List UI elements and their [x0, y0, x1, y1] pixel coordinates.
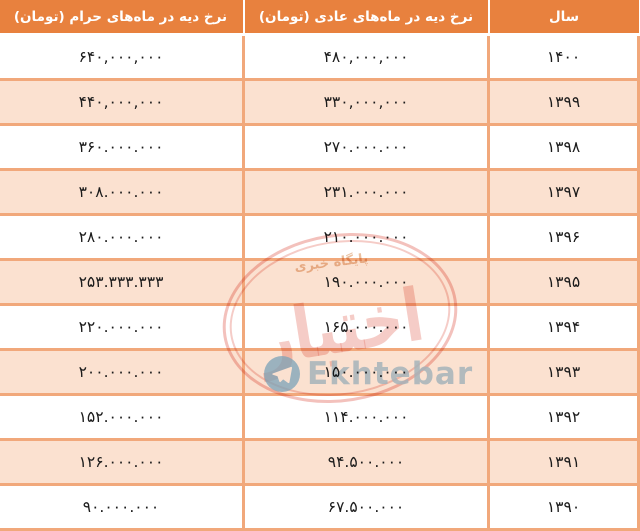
column-header-normal-months-rate: نرخ دیه در ماه‌های عادی (تومان) [243, 0, 490, 36]
table-row: ۱۳۹۰ ۶۷.۵۰۰.۰۰۰ ۹۰.۰۰۰.۰۰۰ [0, 483, 640, 531]
haram-rate-cell: ۱۲۶.۰۰۰.۰۰۰ [0, 438, 245, 486]
year-cell: ۱۳۹۲ [487, 393, 640, 441]
normal-rate-cell: ۲۳۱.۰۰۰.۰۰۰ [242, 168, 490, 216]
year-cell: ۱۴۰۰ [487, 33, 640, 81]
year-cell: ۱۳۹۹ [487, 78, 640, 126]
table-row: ۱۳۹۸ ۲۷۰.۰۰۰.۰۰۰ ۳۶۰.۰۰۰.۰۰۰ [0, 123, 640, 171]
haram-rate-cell: ۶۴۰,۰۰۰,۰۰۰ [0, 33, 245, 81]
column-header-haram-months-rate: نرخ دیه در ماه‌های حرام (تومان) [0, 0, 245, 36]
diyeh-rates-table-image: سال نرخ دیه در ماه‌های عادی (تومان) نرخ … [0, 0, 640, 480]
year-cell: ۱۳۹۱ [487, 438, 640, 486]
table-row: ۱۳۹۵ ۱۹۰.۰۰۰.۰۰۰ ۲۵۳.۳۳۳.۳۳۳ [0, 258, 640, 306]
haram-rate-cell: ۱۵۲.۰۰۰.۰۰۰ [0, 393, 245, 441]
haram-rate-cell: ۲۸۰.۰۰۰.۰۰۰ [0, 213, 245, 261]
year-cell: ۱۳۹۷ [487, 168, 640, 216]
table-row: ۱۳۹۲ ۱۱۴.۰۰۰.۰۰۰ ۱۵۲.۰۰۰.۰۰۰ [0, 393, 640, 441]
header-row: سال نرخ دیه در ماه‌های عادی (تومان) نرخ … [0, 0, 639, 36]
table-row: ۱۳۹۹ ۳۳۰,۰۰۰,۰۰۰ ۴۴۰,۰۰۰,۰۰۰ [0, 78, 640, 126]
year-cell: ۱۳۹۵ [487, 258, 640, 306]
normal-rate-cell: ۳۳۰,۰۰۰,۰۰۰ [242, 78, 490, 126]
normal-rate-cell: ۲۷۰.۰۰۰.۰۰۰ [242, 123, 490, 171]
year-cell: ۱۳۹۸ [487, 123, 640, 171]
haram-rate-cell: ۲۲۰.۰۰۰.۰۰۰ [0, 303, 245, 351]
year-cell: ۱۳۹۰ [487, 483, 640, 531]
year-cell: ۱۳۹۶ [487, 213, 640, 261]
table-row: ۱۳۹۷ ۲۳۱.۰۰۰.۰۰۰ ۳۰۸.۰۰۰.۰۰۰ [0, 168, 640, 216]
normal-rate-cell: ۱۵۰.۰۰۰.۰۰۰ [242, 348, 490, 396]
normal-rate-cell: ۱۱۴.۰۰۰.۰۰۰ [242, 393, 490, 441]
table-row: ۱۳۹۴ ۱۶۵.۰۰۰.۰۰۰ ۲۲۰.۰۰۰.۰۰۰ [0, 303, 640, 351]
normal-rate-cell: ۱۹۰.۰۰۰.۰۰۰ [242, 258, 490, 306]
table-row: ۱۳۹۳ ۱۵۰.۰۰۰.۰۰۰ ۲۰۰.۰۰۰.۰۰۰ [0, 348, 640, 396]
normal-rate-cell: ۹۴.۵۰۰.۰۰۰ [242, 438, 490, 486]
haram-rate-cell: ۳۰۸.۰۰۰.۰۰۰ [0, 168, 245, 216]
column-header-year: سال [488, 0, 639, 36]
haram-rate-cell: ۹۰.۰۰۰.۰۰۰ [0, 483, 245, 531]
normal-rate-cell: ۴۸۰,۰۰۰,۰۰۰ [242, 33, 490, 81]
normal-rate-cell: ۶۷.۵۰۰.۰۰۰ [242, 483, 490, 531]
haram-rate-cell: ۲۵۳.۳۳۳.۳۳۳ [0, 258, 245, 306]
table-row: ۱۳۹۱ ۹۴.۵۰۰.۰۰۰ ۱۲۶.۰۰۰.۰۰۰ [0, 438, 640, 486]
normal-rate-cell: ۱۶۵.۰۰۰.۰۰۰ [242, 303, 490, 351]
haram-rate-cell: ۳۶۰.۰۰۰.۰۰۰ [0, 123, 245, 171]
table-row: ۱۴۰۰ ۴۸۰,۰۰۰,۰۰۰ ۶۴۰,۰۰۰,۰۰۰ [0, 33, 640, 81]
year-cell: ۱۳۹۴ [487, 303, 640, 351]
haram-rate-cell: ۲۰۰.۰۰۰.۰۰۰ [0, 348, 245, 396]
year-cell: ۱۳۹۳ [487, 348, 640, 396]
haram-rate-cell: ۴۴۰,۰۰۰,۰۰۰ [0, 78, 245, 126]
normal-rate-cell: ۲۱۰.۰۰۰.۰۰۰ [242, 213, 490, 261]
table-row: ۱۳۹۶ ۲۱۰.۰۰۰.۰۰۰ ۲۸۰.۰۰۰.۰۰۰ [0, 213, 640, 261]
